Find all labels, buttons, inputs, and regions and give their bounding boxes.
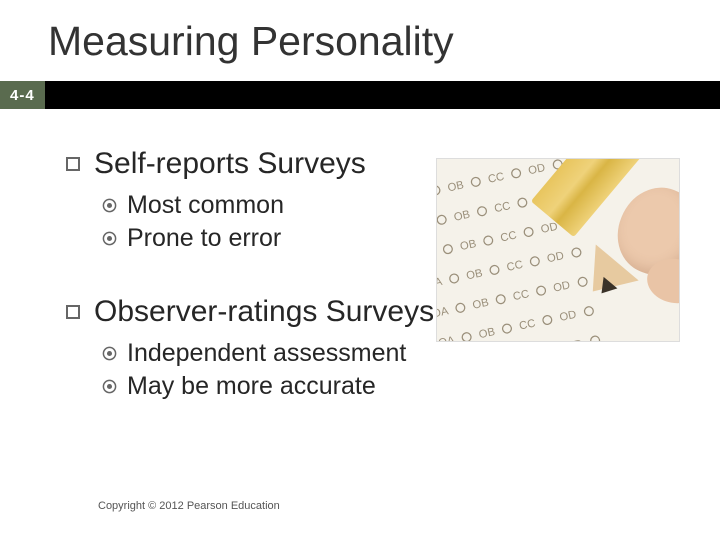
- square-bullet-icon: [66, 305, 80, 319]
- slide-number-badge: 4-4: [0, 81, 45, 109]
- target-bullet-icon: [102, 198, 117, 213]
- badge-bar: 4-4: [0, 81, 720, 109]
- target-bullet-icon: [102, 231, 117, 246]
- target-bullet-icon: [102, 346, 117, 361]
- section-title: Self-reports Surveys: [94, 147, 366, 181]
- list-item: Independent assessment: [102, 339, 720, 368]
- target-bullet-icon: [102, 379, 117, 394]
- list-item-text: Independent assessment: [127, 339, 406, 368]
- list-item: May be more accurate: [102, 372, 720, 401]
- survey-image: 13.OAOBCCOD 14.OAOBCCOD 15.OAOBCCOD 16.O…: [436, 158, 680, 342]
- slide-title: Measuring Personality: [0, 0, 720, 81]
- list-item-text: Prone to error: [127, 224, 281, 253]
- section-title: Observer-ratings Surveys: [94, 295, 434, 329]
- list-item-text: May be more accurate: [127, 372, 376, 401]
- list-item-text: Most common: [127, 191, 284, 220]
- square-bullet-icon: [66, 157, 80, 171]
- copyright-text: Copyright © 2012 Pearson Education: [98, 500, 280, 512]
